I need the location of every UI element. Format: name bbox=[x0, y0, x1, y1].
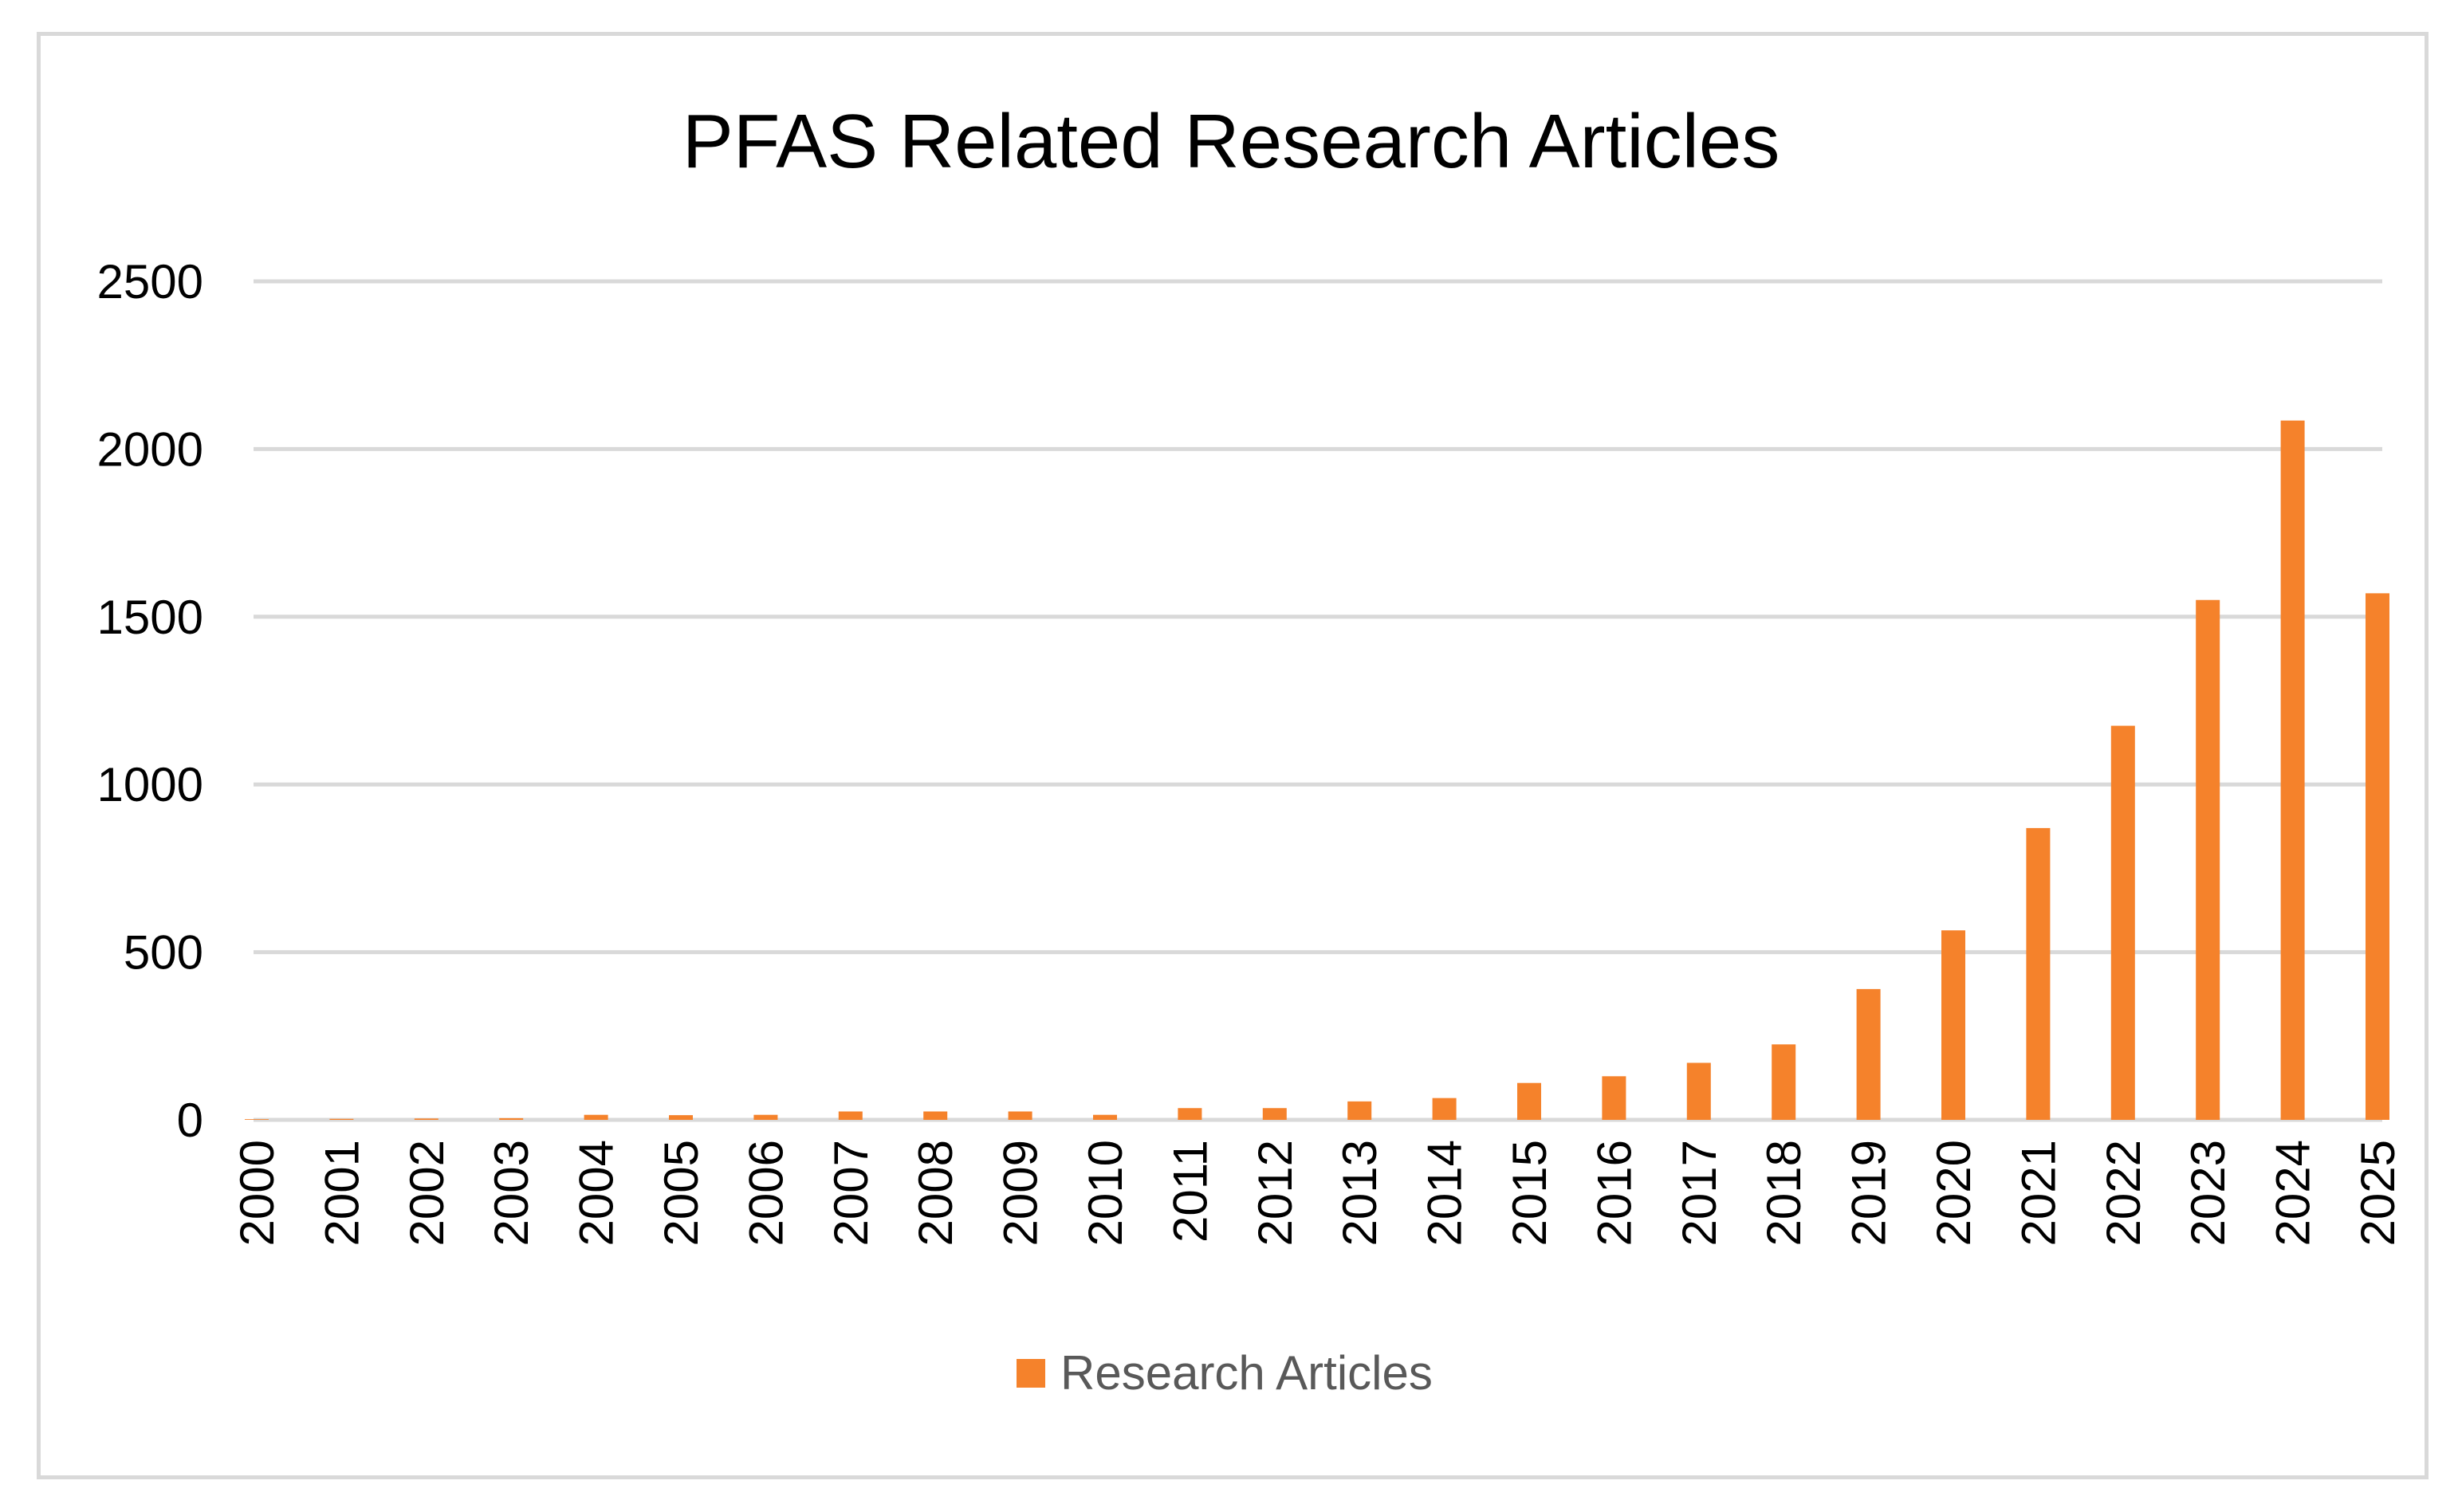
x-tick-label: 2024 bbox=[2267, 1140, 2320, 1246]
x-tick-label: 2012 bbox=[1249, 1140, 1302, 1246]
bar-2003 bbox=[499, 1117, 524, 1120]
x-tick-label: 2008 bbox=[909, 1140, 962, 1246]
bar-2005 bbox=[669, 1115, 693, 1120]
x-tick-label: 2010 bbox=[1079, 1140, 1132, 1246]
x-tick-label: 2014 bbox=[1418, 1140, 1472, 1246]
chart-title: PFAS Related Research Articles bbox=[682, 99, 1780, 184]
x-tick-label: 2025 bbox=[2351, 1140, 2405, 1246]
legend-swatch bbox=[1017, 1359, 1045, 1388]
bar-2020 bbox=[1941, 930, 1965, 1120]
bar-2022 bbox=[2110, 725, 2135, 1120]
bar-2021 bbox=[2026, 827, 2051, 1120]
x-tick-label: 2021 bbox=[2012, 1140, 2065, 1246]
x-tick-label: 2009 bbox=[994, 1140, 1048, 1246]
x-tick-label: 2023 bbox=[2181, 1140, 2235, 1246]
y-tick-label: 2000 bbox=[97, 422, 203, 476]
x-tick-label: 2005 bbox=[655, 1140, 708, 1246]
bars bbox=[245, 420, 2389, 1120]
x-tick-label: 2006 bbox=[739, 1140, 792, 1246]
y-tick-label: 2500 bbox=[97, 255, 203, 308]
bar-2016 bbox=[1602, 1076, 1626, 1120]
bar-2011 bbox=[1178, 1108, 1202, 1120]
bar-2017 bbox=[1686, 1062, 1711, 1120]
bar-2018 bbox=[1772, 1044, 1796, 1120]
bar-2015 bbox=[1517, 1082, 1541, 1120]
bar-2009 bbox=[1008, 1111, 1032, 1120]
bar-2000 bbox=[245, 1119, 269, 1120]
y-tick-label: 500 bbox=[124, 926, 203, 980]
y-axis-labels: 0 500 1000 1500 2000 2500 bbox=[97, 255, 203, 1147]
x-tick-label: 2000 bbox=[230, 1140, 284, 1246]
bar-2012 bbox=[1262, 1108, 1287, 1120]
bar-2010 bbox=[1093, 1114, 1117, 1120]
bar-2019 bbox=[1856, 988, 1881, 1120]
bar-2025 bbox=[2366, 593, 2389, 1120]
x-tick-label: 2001 bbox=[315, 1140, 368, 1246]
x-tick-label: 2004 bbox=[570, 1140, 623, 1246]
x-axis-labels: 2000 2001 2002 2003 2004 2005 2006 2007 2008 2009… bbox=[230, 1140, 2405, 1246]
y-tick-label: 1500 bbox=[97, 591, 203, 644]
x-tick-label: 2018 bbox=[1757, 1140, 1811, 1246]
bar-2007 bbox=[838, 1111, 863, 1120]
y-tick-label: 1000 bbox=[97, 758, 203, 811]
x-tick-label: 2019 bbox=[1843, 1140, 1896, 1246]
x-tick-label: 2022 bbox=[2097, 1140, 2150, 1246]
gridlines bbox=[254, 279, 2382, 1122]
x-tick-label: 2002 bbox=[400, 1140, 454, 1246]
bar-2013 bbox=[1347, 1101, 1372, 1120]
x-tick-label: 2011 bbox=[1163, 1140, 1217, 1243]
x-tick-label: 2020 bbox=[1927, 1140, 1980, 1246]
x-tick-label: 2013 bbox=[1333, 1140, 1386, 1246]
legend-label: Research Articles bbox=[1060, 1346, 1433, 1400]
bar-2006 bbox=[753, 1114, 778, 1120]
bar-2023 bbox=[2196, 599, 2220, 1120]
legend: Research Articles bbox=[1017, 1346, 1433, 1400]
bar-2024 bbox=[2280, 420, 2305, 1120]
chart-frame bbox=[37, 32, 2429, 1479]
bar-2002 bbox=[414, 1118, 439, 1120]
x-tick-label: 2016 bbox=[1587, 1140, 1641, 1246]
bar-2008 bbox=[923, 1111, 948, 1120]
x-tick-label: 2007 bbox=[824, 1140, 878, 1246]
y-tick-label: 0 bbox=[177, 1094, 203, 1147]
bar-2001 bbox=[329, 1118, 354, 1120]
x-tick-label: 2003 bbox=[485, 1140, 538, 1246]
bar-2014 bbox=[1432, 1098, 1457, 1120]
bar-2004 bbox=[584, 1114, 608, 1120]
x-tick-label: 2015 bbox=[1503, 1140, 1556, 1246]
x-tick-label: 2017 bbox=[1673, 1140, 1726, 1246]
